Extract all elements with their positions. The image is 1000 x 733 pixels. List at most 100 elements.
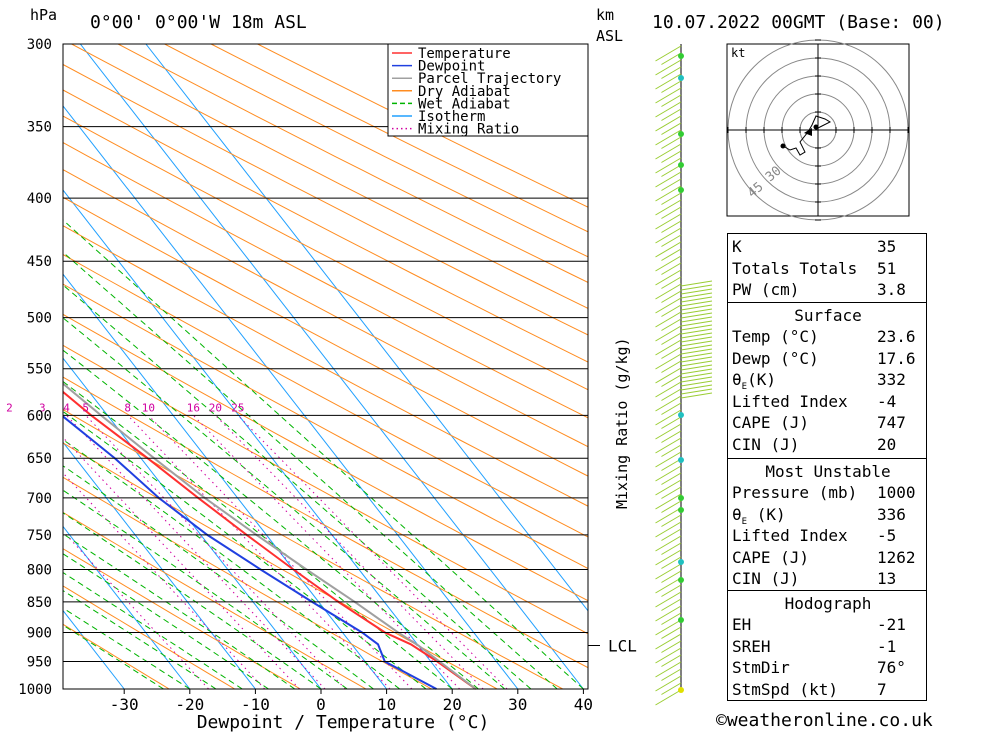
wind-barb [680,288,713,295]
wind-barb [661,374,682,387]
stability-table: K 35 Totals Totals 51 PW (cm) 3.8 Surface Tem… [727,233,927,701]
most-unstable-label: θE (K) [732,504,786,527]
x-tick-label: 0 [316,695,326,714]
surface-box: Surface Temp (°C) 23.6 Dewp (°C) 17.6 θE(K) 3… [727,302,927,459]
most-unstable-title: Most Unstable [765,462,891,481]
wet-adiabat-line [63,219,584,690]
wind-barb [661,276,682,289]
dry-adiabat-line [63,623,170,690]
wind-barb [655,381,682,398]
hodograph-value: -21 [877,615,906,634]
wind-barb [661,430,682,443]
hodograph-value: -1 [877,636,897,656]
wind-barb [661,150,682,163]
wind-barb [655,171,682,188]
hodograph-row: StmSpd (kt) 7 [732,679,922,700]
wind-barb [655,605,682,622]
legend-box [387,43,589,137]
wind-level-dot [678,457,684,463]
x-tick-label: -20 [175,695,204,714]
wind-barb [680,320,713,327]
wind-barb [655,689,682,706]
index-row: K 35 [732,236,922,257]
hodograph-label: SREH [732,636,771,656]
wind-barb [680,296,713,303]
most-unstable-row: CIN (J) 13 [732,568,922,589]
pressure-tick-label: 450 [27,254,52,270]
pressure-tick-label: 500 [27,311,52,327]
wind-barb [680,360,713,367]
pressure-tick-label: 900 [27,626,52,642]
pressure-tick-label: 950 [27,655,52,671]
dry-adiabat-line [63,376,588,669]
x-tick-label: -30 [110,695,139,714]
hodograph-unit: kt [731,46,745,60]
wind-barb [655,563,682,580]
isotherm-line [63,441,256,690]
wind-barb [655,241,682,258]
dry-adiabat-line [63,511,367,690]
mixing-ratio-label: 8 [124,401,131,414]
wind-barb [661,542,682,555]
wind-barb [655,87,682,104]
surface-row: Temp (°C) 23.6 [732,326,922,347]
wind-barb [661,444,682,457]
index-value: 3.8 [877,280,906,300]
wind-barb [680,340,713,347]
wind-barb [661,94,682,107]
wind-barb [661,612,682,625]
mixing-ratio-label: 5 [82,401,89,414]
most-unstable-row: CAPE (J) 1262 [732,547,922,568]
wind-barb [655,297,682,314]
wind-barb [661,248,682,261]
dry-adiabat-line [63,585,235,690]
hpa-axis-unit: hPa [30,6,58,24]
wind-barb [680,380,713,387]
wind-barb [680,284,713,291]
wind-barb [655,101,682,118]
wind-level-dot [678,687,684,693]
wind-barb [661,164,682,177]
pressure-tick-label: 400 [27,191,52,207]
surface-value: 20 [877,435,897,454]
wet-adiabat-line [63,571,243,690]
wet-adiabat-line [63,317,506,690]
wind-barb [655,199,682,216]
most-unstable-label: Pressure (mb) [732,483,858,502]
wind-level-dot [678,75,684,81]
pressure-tick-label: 800 [27,562,52,578]
wind-barb [655,647,682,664]
dry-adiabat-line [63,63,588,336]
pressure-tick-label: 550 [27,362,52,378]
wind-barb [655,73,682,90]
mixing-ratio-line [63,436,300,690]
wind-barb [655,493,682,510]
wet-adiabat-line [63,590,217,690]
km-axis-unit: km [596,6,615,24]
wind-barb [680,372,713,379]
wind-barb [655,395,682,412]
wind-level-dot [678,617,684,623]
most-unstable-label: Lifted Index [732,526,848,546]
hodograph-row: SREH -1 [732,636,922,657]
hodograph-value: 76° [877,658,906,678]
wind-barb [661,556,682,569]
legend-item: Dry Adiabat [418,84,511,100]
wind-barb [661,528,682,541]
surface-value: 23.6 [877,327,916,346]
most-unstable-row: θE (K) 336 [732,504,922,527]
x-tick-label: 30 [508,695,527,714]
mixing-ratio-line [66,414,326,690]
wind-barb [661,640,682,653]
wind-barb [661,472,682,485]
dry-adiabat-line [63,442,498,690]
wind-barb [661,388,682,401]
wind-barb [680,388,713,395]
index-label: Totals Totals [732,258,858,278]
wind-level-dot [678,131,684,137]
isotherm-line [79,44,584,690]
dry-adiabat-line [63,548,301,690]
wind-level-dot [678,187,684,193]
wind-barb [661,346,682,359]
wind-barb [680,356,713,363]
